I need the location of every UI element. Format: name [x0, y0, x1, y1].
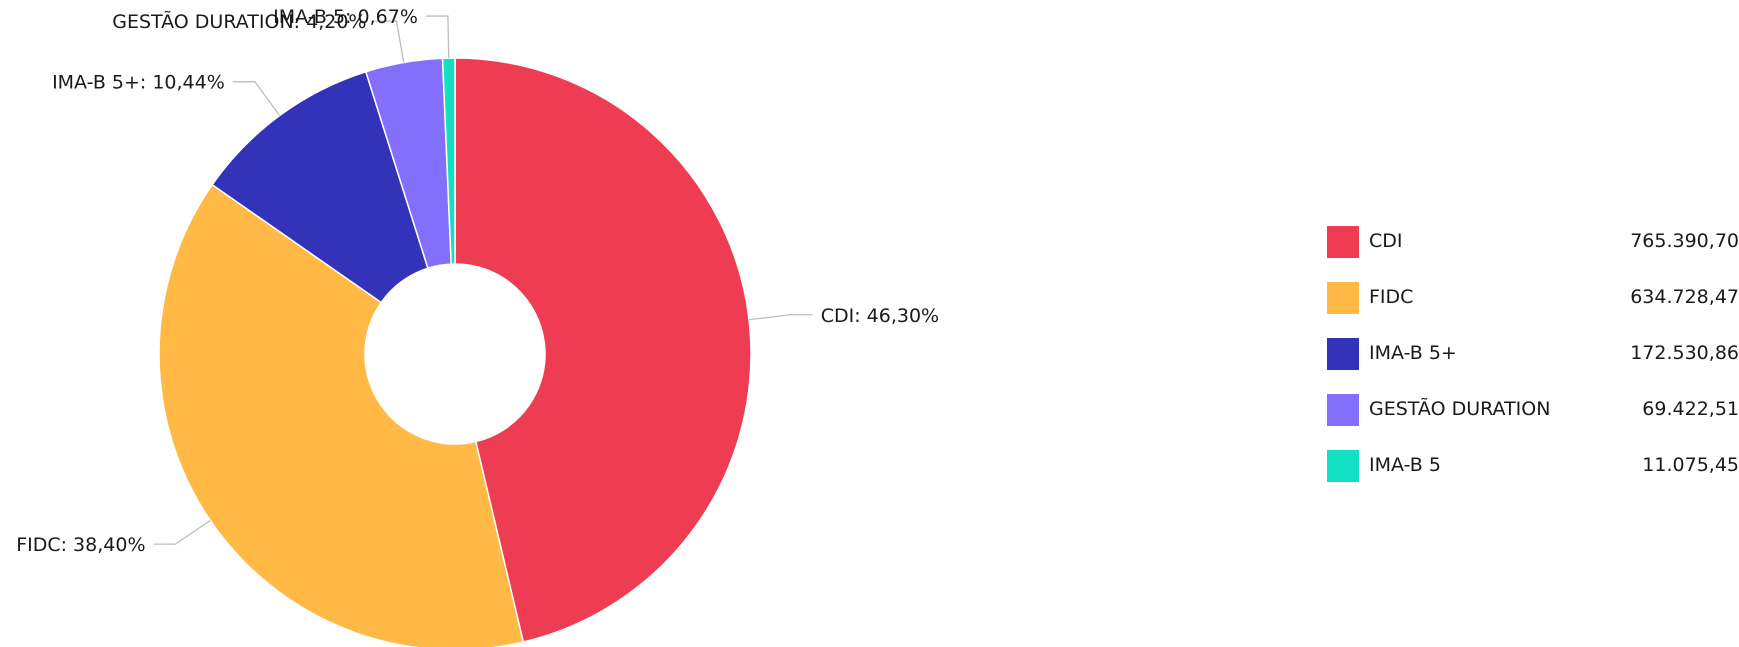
legend-swatch-gestao-duration [1327, 394, 1359, 426]
data-label-ima-b-5-plus: IMA-B 5+: 10,44% [52, 72, 225, 94]
legend-item-fidc[interactable]: FIDC 634.728,47 [1327, 280, 1739, 318]
data-label-ima-b-5: IMA-B 5: 0,67% [273, 6, 418, 28]
legend-label-gestao-duration: GESTÃO DURATION [1369, 398, 1551, 420]
data-label-cdi: CDI: 46,30% [821, 305, 939, 327]
slice-cdi[interactable] [454, 57, 752, 643]
leader-line-cdi [748, 314, 813, 321]
legend-item-cdi[interactable]: CDI 765.390,70 [1327, 224, 1739, 262]
legend-swatch-cdi [1327, 226, 1359, 258]
legend-swatch-ima-b-5-plus [1327, 338, 1359, 370]
slice-ima-b-5-plus[interactable] [211, 70, 429, 304]
slice-fidc[interactable] [158, 183, 525, 647]
legend-label-fidc: FIDC [1369, 286, 1414, 308]
legend-value-cdi: 765.390,70 [1630, 230, 1739, 252]
leader-line-gestao-duration [374, 20, 405, 63]
legend-value-gestao-duration: 69.422,51 [1642, 398, 1739, 420]
legend-label-cdi: CDI [1369, 230, 1403, 252]
legend-label-ima-b-5: IMA-B 5 [1369, 454, 1441, 476]
legend-item-gestao-duration[interactable]: GESTÃO DURATION 69.422,51 [1327, 392, 1739, 430]
leader-line-ima-b-5 [425, 15, 450, 59]
legend-swatch-ima-b-5 [1327, 450, 1359, 482]
legend-swatch-fidc [1327, 282, 1359, 314]
legend-item-ima-b-5[interactable]: IMA-B 5 11.075,45 [1327, 448, 1739, 486]
data-label-fidc: FIDC: 38,40% [16, 534, 145, 556]
leader-line-ima-b-5-plus [232, 81, 281, 116]
legend-value-ima-b-5: 11.075,45 [1642, 454, 1739, 476]
legend-item-ima-b-5-plus[interactable]: IMA-B 5+ 172.530,86 [1327, 336, 1739, 374]
chart-legend: CDI 765.390,70 FIDC 634.728,47 IMA-B 5+ … [1327, 224, 1739, 504]
leader-line-fidc [153, 519, 211, 545]
legend-value-fidc: 634.728,47 [1630, 286, 1739, 308]
legend-value-ima-b-5-plus: 172.530,86 [1630, 342, 1739, 364]
legend-label-ima-b-5-plus: IMA-B 5+ [1369, 342, 1457, 364]
slice-ima-b-5[interactable] [441, 57, 456, 265]
data-label-gestao-duration: GESTÃO DURATION: 4,20% [112, 10, 366, 33]
